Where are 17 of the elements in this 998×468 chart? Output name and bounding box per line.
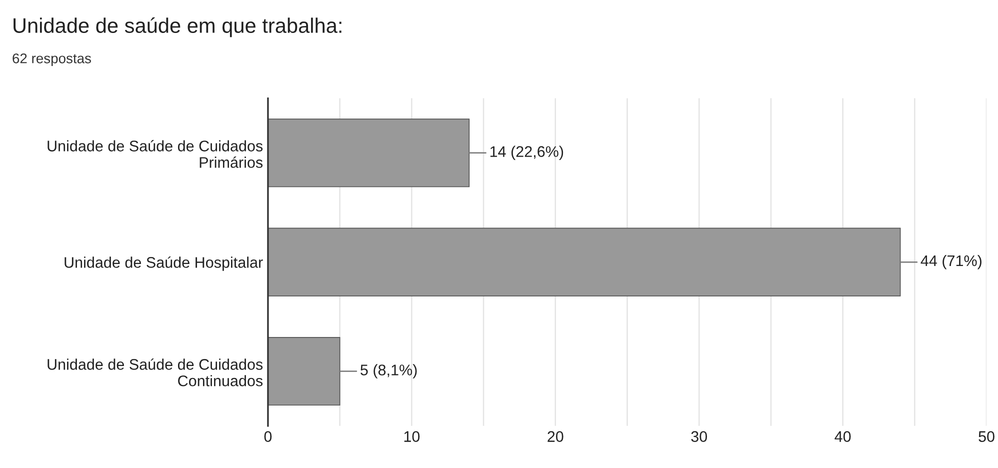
x-tick-label: 0 bbox=[264, 431, 272, 442]
y-tick-label: Unidade de Saúde Hospitalar bbox=[64, 256, 263, 271]
bar bbox=[268, 337, 340, 406]
x-tick-label: 40 bbox=[834, 431, 851, 442]
x-tick-label: 50 bbox=[978, 431, 994, 442]
text: 62 respostas bbox=[12, 53, 91, 66]
data-label: 5 (8,1%) bbox=[360, 364, 417, 378]
data-label: 44 (71%) bbox=[920, 254, 982, 270]
x-tick-label: 10 bbox=[404, 431, 420, 442]
bar bbox=[268, 228, 901, 296]
chart-title: Unidade de saúde em que trabalha: bbox=[14, 17, 342, 38]
x-tick-label: 20 bbox=[548, 431, 564, 442]
x-tick-label: 30 bbox=[691, 431, 707, 442]
y-tick-label: Unidade de Saúde de Cuidados Primários bbox=[48, 140, 263, 168]
bar bbox=[268, 118, 470, 188]
data-label: 14 (22,6%) bbox=[490, 146, 564, 160]
y-tick-label: Unidade de Saúde de Cuidados Continuados bbox=[48, 358, 263, 386]
